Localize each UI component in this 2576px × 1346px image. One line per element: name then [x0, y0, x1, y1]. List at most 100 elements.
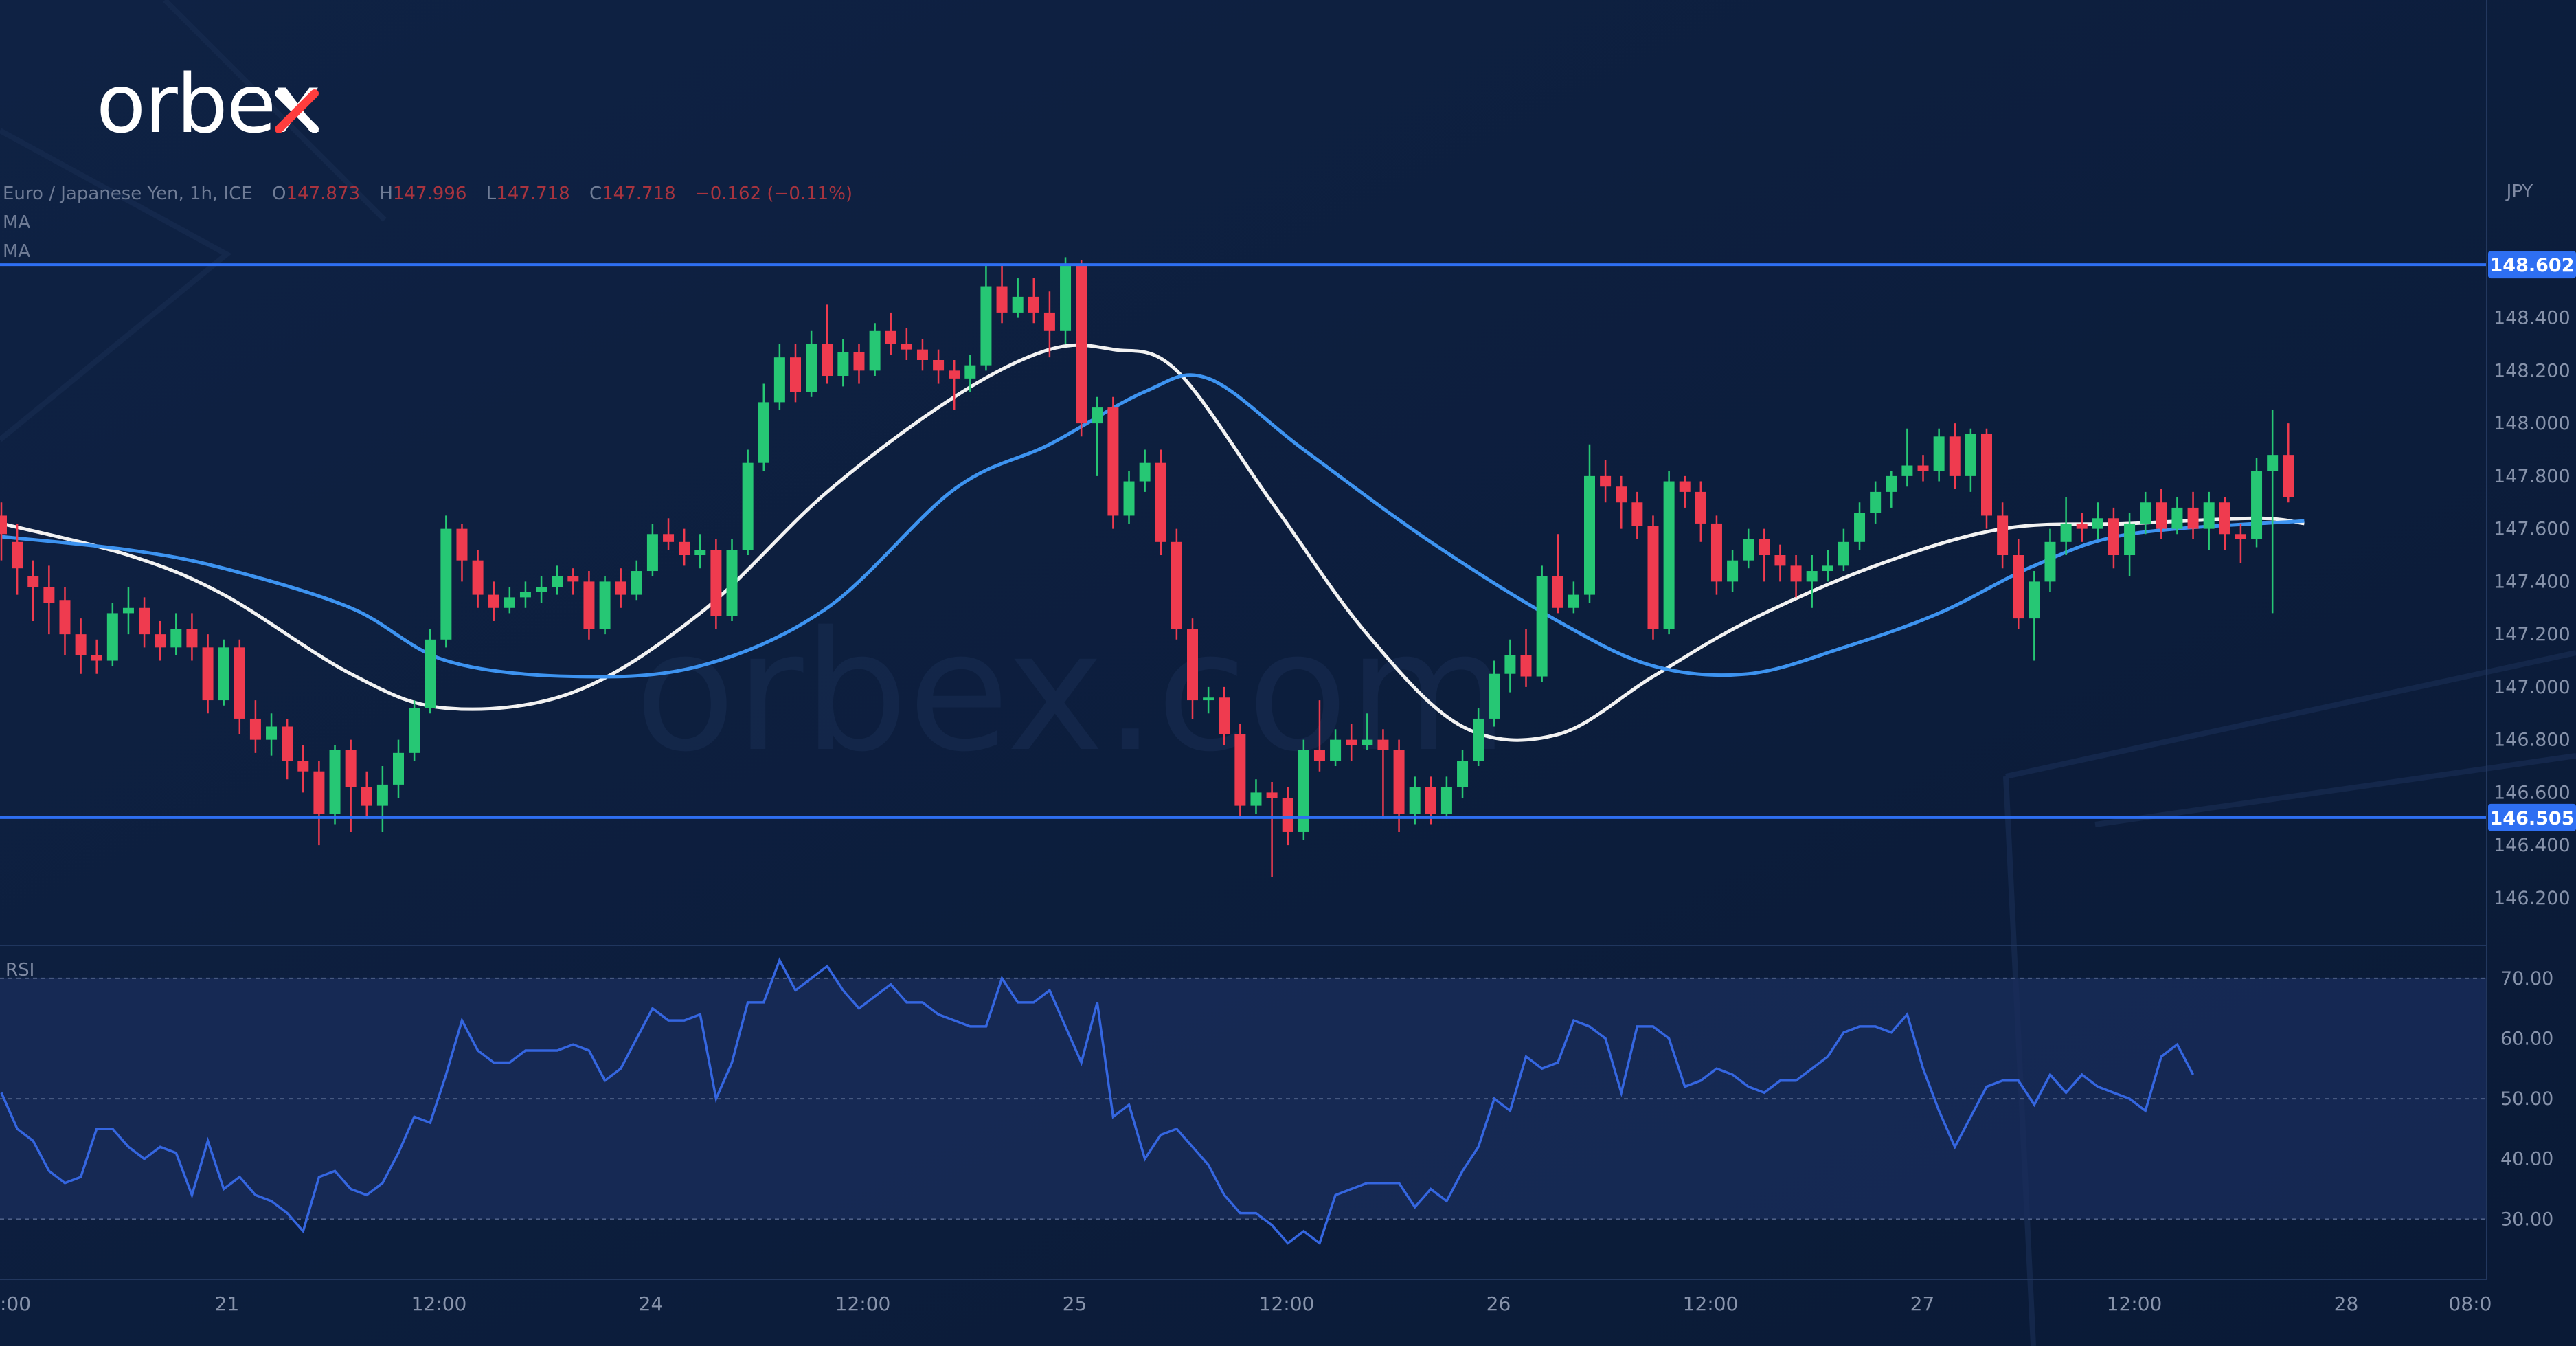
candle-body — [1901, 465, 1913, 476]
candle — [249, 700, 261, 753]
candle — [567, 568, 579, 595]
candle-body — [2124, 523, 2136, 555]
candle-body — [266, 726, 278, 740]
candle-body — [631, 571, 642, 595]
symbol-name: Euro / Japanese Yen, 1h, ICE — [3, 183, 253, 204]
candle-body — [504, 597, 515, 608]
candle-body — [139, 607, 150, 635]
candle-body — [1473, 718, 1484, 761]
candle — [1949, 423, 1961, 490]
candle — [106, 603, 118, 666]
candle — [822, 304, 833, 384]
currency-label: JPY — [2505, 181, 2533, 202]
candle — [1060, 257, 1072, 344]
candle — [2219, 497, 2230, 550]
candle-body — [1806, 571, 1818, 582]
candle — [1822, 550, 1833, 582]
candle — [1313, 700, 1325, 772]
candle — [1187, 618, 1198, 719]
ma-fast-line — [1, 343, 2305, 742]
candle-body — [583, 581, 595, 629]
price-tick-label: 148.200 — [2494, 360, 2571, 381]
candle-body — [758, 402, 769, 463]
candle-body — [2187, 507, 2199, 529]
price-tick-label: 146.400 — [2494, 835, 2571, 856]
candle — [2267, 410, 2279, 614]
candle — [710, 539, 722, 629]
candle — [646, 523, 658, 576]
candle-body — [1981, 434, 1992, 516]
candle-body — [282, 726, 293, 761]
candle-body — [1076, 265, 1087, 424]
candle-body — [567, 576, 579, 582]
candle-body — [1552, 576, 1563, 608]
candle-body — [1171, 541, 1182, 629]
candle — [1917, 455, 1929, 482]
candle — [1552, 534, 1563, 614]
candle-body — [1092, 407, 1103, 424]
candle-body — [329, 750, 341, 814]
price-tick-label: 147.400 — [2494, 571, 2571, 592]
candle — [1362, 713, 1373, 750]
candle-body — [1854, 513, 1866, 542]
candle — [186, 613, 198, 661]
candle — [1981, 428, 1992, 529]
candle — [615, 568, 626, 608]
candle-body — [1440, 787, 1452, 814]
candle-body — [679, 541, 690, 555]
rsi-axis-ticks: 30.00 40.00 50.00 60.00 70.00 — [2500, 968, 2553, 1231]
candle-body — [1346, 739, 1357, 745]
candle — [1298, 739, 1309, 840]
candle-body — [376, 784, 388, 806]
candle-body — [1489, 673, 1500, 719]
candle — [1330, 729, 1342, 767]
candle — [488, 581, 499, 621]
candle — [790, 344, 801, 403]
candle-body — [1457, 761, 1469, 787]
rsi-tick-label: 40.00 — [2500, 1149, 2553, 1170]
candle — [536, 576, 547, 603]
time-tick-label: 12:00 — [1683, 1292, 1739, 1315]
price-tick-label: 148.000 — [2494, 413, 2571, 434]
candle-body — [1362, 739, 1373, 745]
candle — [631, 560, 642, 601]
candle — [1250, 779, 1262, 814]
candle-body — [869, 330, 881, 371]
candle — [504, 587, 515, 614]
time-tick-label: 12:00 — [1259, 1292, 1315, 1315]
candle-body — [1790, 565, 1802, 582]
candle — [139, 597, 150, 648]
candle — [2044, 528, 2056, 592]
candle-body — [1266, 792, 1278, 798]
price-tick-label: 147.200 — [2494, 624, 2571, 645]
level-label-box — [2488, 251, 2576, 279]
candle-body — [1012, 296, 1024, 313]
candle — [806, 330, 817, 397]
candle-body — [980, 286, 992, 366]
candle — [694, 534, 706, 569]
candle-body — [536, 587, 547, 592]
candle — [1679, 475, 1691, 508]
candle-body — [885, 330, 896, 344]
candle-body — [2283, 455, 2294, 497]
candle — [2108, 507, 2119, 569]
candle — [361, 771, 372, 819]
candle — [282, 718, 293, 780]
candle-body — [1536, 576, 1548, 677]
candle-body — [1616, 486, 1627, 503]
candle-body — [1743, 539, 1754, 561]
candle-body — [663, 534, 675, 542]
rsi-tick-label: 30.00 — [2500, 1209, 2553, 1230]
candle — [1139, 449, 1151, 492]
candle-body — [1028, 296, 1039, 313]
candle — [2156, 489, 2167, 539]
candle — [43, 565, 55, 635]
ma-slow-line — [1, 373, 2305, 679]
level-label: 148.602 — [2490, 255, 2575, 276]
candle-body — [552, 576, 563, 587]
candle — [552, 565, 563, 595]
candle-body — [1727, 560, 1739, 582]
high-label: H — [379, 183, 393, 204]
ma-slow-line-group — [1, 373, 2305, 679]
candle-body — [1774, 555, 1786, 566]
